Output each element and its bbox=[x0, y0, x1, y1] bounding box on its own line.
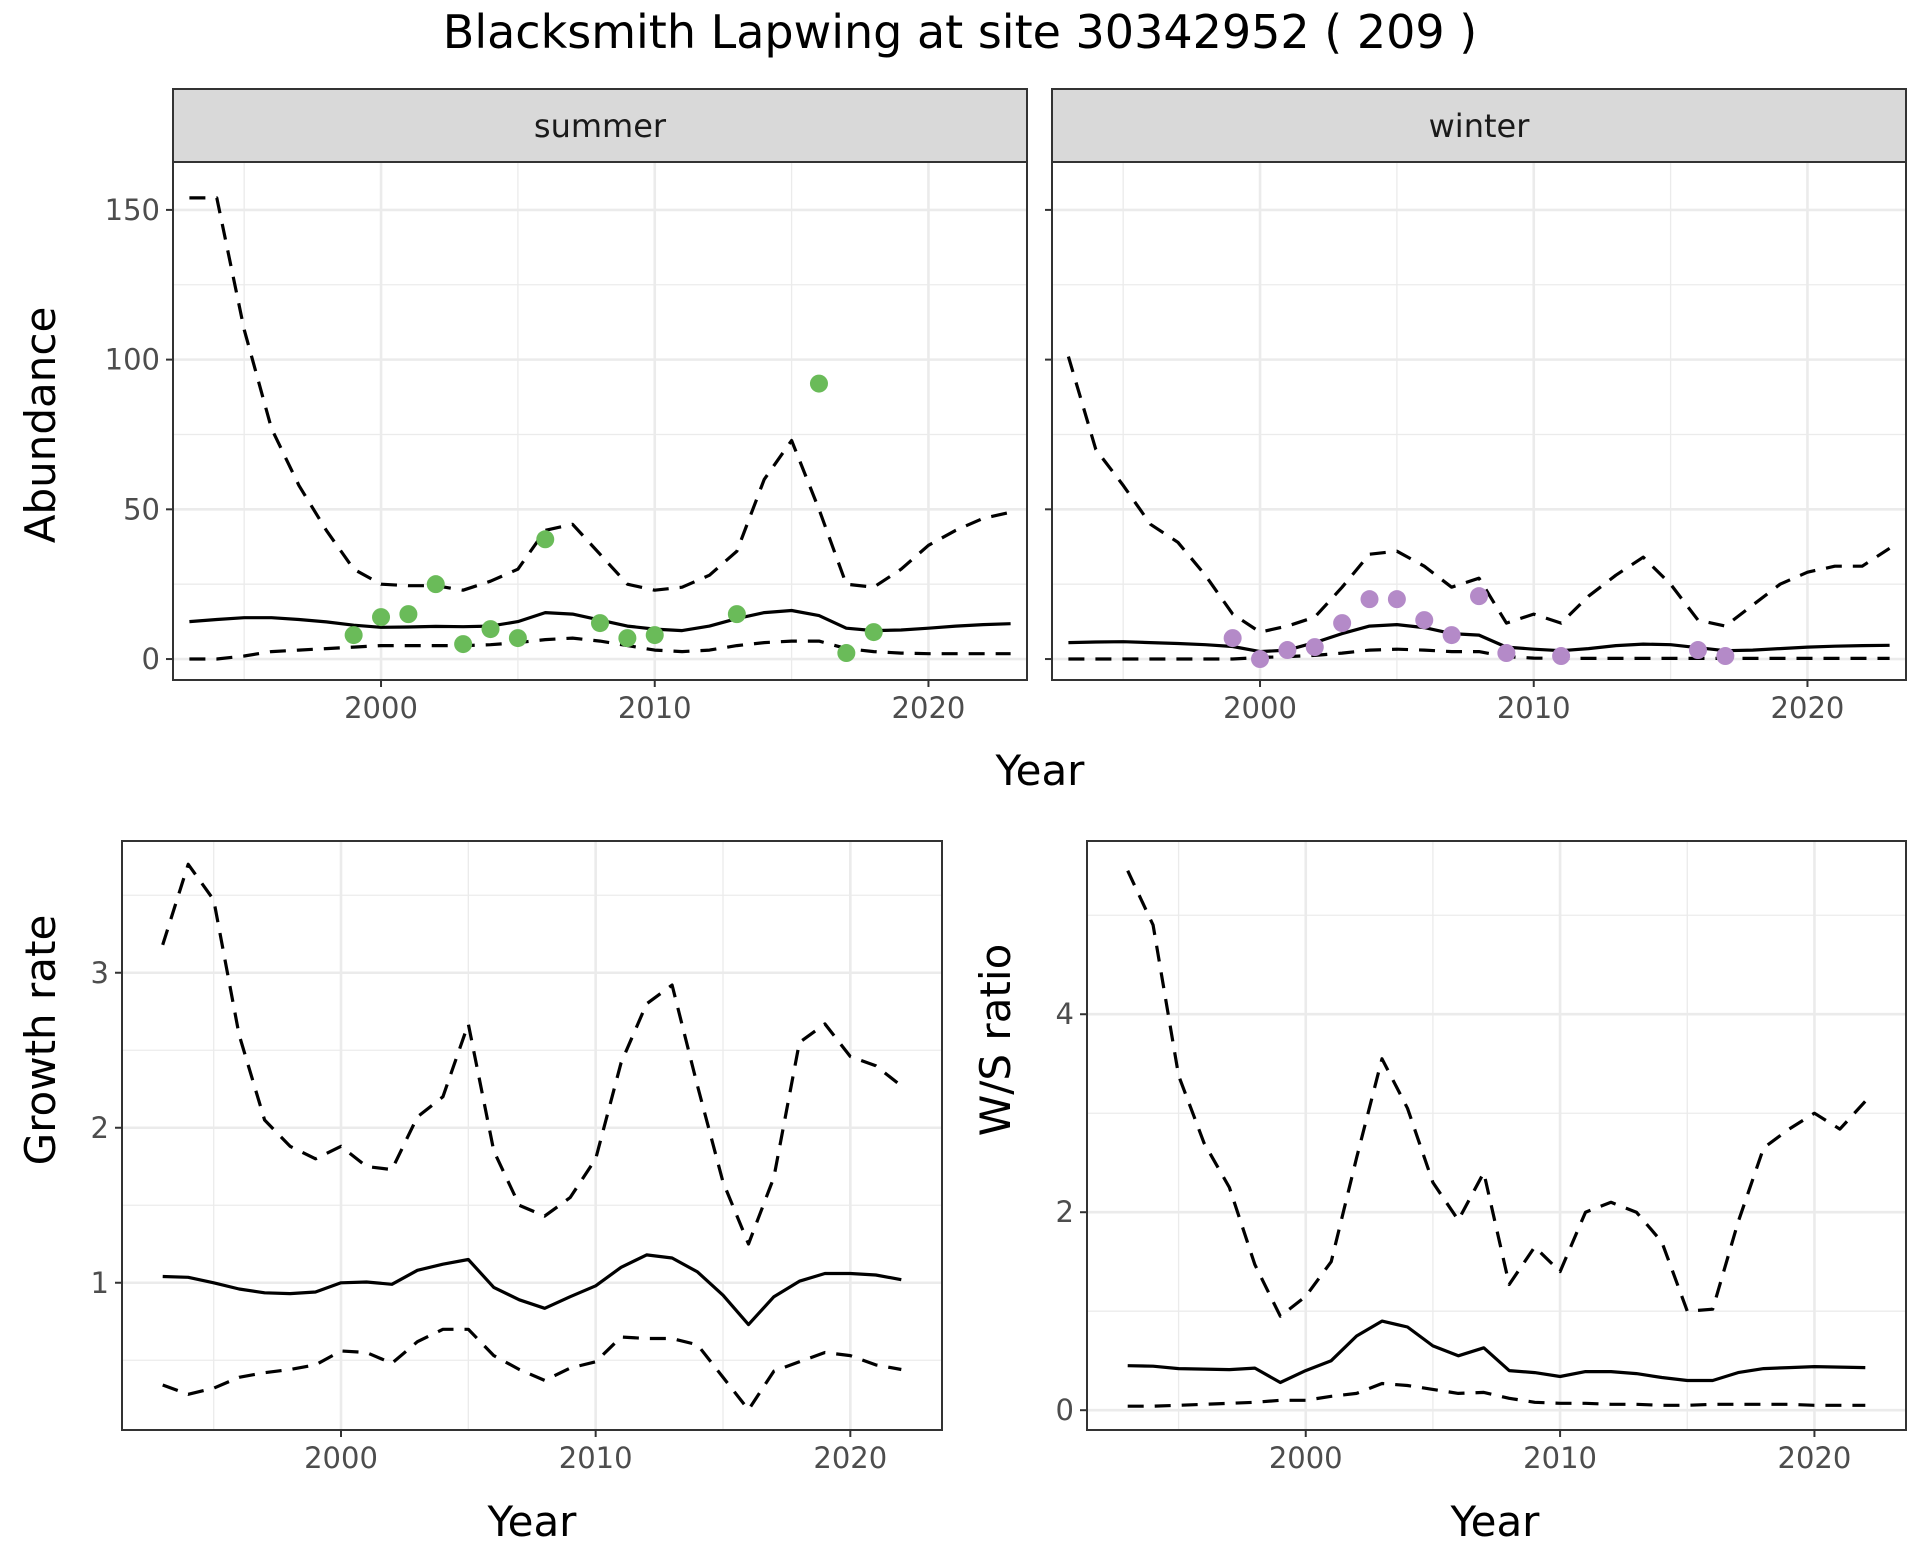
observed-point bbox=[536, 530, 555, 549]
x-tick-label: 2020 bbox=[1778, 1441, 1852, 1475]
observed-point bbox=[426, 575, 445, 594]
lower-bound-line bbox=[189, 636, 1011, 661]
y-tick-label: 3 bbox=[91, 956, 109, 990]
x-tick-label: 2010 bbox=[1523, 1441, 1597, 1475]
observed-point bbox=[1552, 647, 1571, 666]
upper-bound-line bbox=[189, 196, 1011, 592]
abundance-y-axis-title: Abundance bbox=[16, 307, 65, 544]
x-tick-label: 2010 bbox=[618, 691, 692, 725]
observed-point bbox=[1305, 638, 1324, 657]
summer-plot-area: 2000 2010 2020 0 50 100 150 bbox=[105, 161, 1028, 725]
panel-border bbox=[172, 161, 1028, 681]
abundance-x-axis-title: Year bbox=[995, 746, 1086, 795]
panel-background bbox=[173, 162, 1027, 680]
x-tick-label: 2020 bbox=[813, 1441, 887, 1475]
x-tick-label: 2020 bbox=[892, 691, 966, 725]
lower-bound-line bbox=[162, 1327, 902, 1412]
observed-point bbox=[727, 605, 746, 624]
winter-panel: winter 2000 2010 2020 bbox=[1045, 88, 1907, 725]
observed-point bbox=[1333, 614, 1352, 633]
winter-strip bbox=[1051, 88, 1907, 163]
y-tick-label: 2 bbox=[91, 1111, 109, 1145]
observed-point bbox=[1387, 590, 1406, 609]
observed-point bbox=[1716, 647, 1735, 666]
lower-bound-line bbox=[1127, 1381, 1866, 1408]
x-tick-label: 2020 bbox=[1771, 691, 1845, 725]
y-tick-label: 4 bbox=[1056, 997, 1074, 1031]
ratio-y-axis-title: W/S ratio bbox=[971, 944, 1020, 1137]
observed-point bbox=[809, 374, 828, 393]
y-tick-label: 150 bbox=[105, 193, 160, 227]
observed-point bbox=[454, 635, 473, 654]
observed-point bbox=[481, 620, 500, 639]
summer-strip bbox=[172, 88, 1028, 163]
observed-point bbox=[618, 629, 637, 648]
observed-point bbox=[1442, 626, 1461, 645]
observed-point bbox=[344, 626, 363, 645]
observed-point bbox=[864, 623, 883, 642]
y-tick-label: 0 bbox=[1056, 1393, 1074, 1427]
observed-point bbox=[645, 626, 664, 645]
summer-strip-label: summer bbox=[534, 107, 667, 145]
estimate-line bbox=[1068, 622, 1890, 654]
observed-point bbox=[1470, 587, 1488, 606]
winter-strip-label: winter bbox=[1429, 107, 1531, 145]
observed-point bbox=[508, 629, 527, 648]
observed-point bbox=[1223, 629, 1242, 648]
growth-x-axis-title: Year bbox=[487, 1497, 578, 1546]
observed-point bbox=[1415, 611, 1434, 630]
observed-point bbox=[1360, 590, 1379, 609]
ratio-x-axis-title: Year bbox=[1450, 1497, 1541, 1546]
y-tick-label: 2 bbox=[1056, 1195, 1074, 1229]
panel-border bbox=[1051, 161, 1907, 681]
y-tick-label: 0 bbox=[142, 642, 160, 676]
figure-title: Blacksmith Lapwing at site 30342952 ( 20… bbox=[443, 5, 1477, 59]
lower-bound-line bbox=[1068, 647, 1890, 661]
y-tick-label: 50 bbox=[123, 492, 160, 526]
upper-bound-line bbox=[1126, 870, 1867, 1318]
observed-point bbox=[1251, 650, 1270, 669]
growth-y-axis-title: Growth rate bbox=[16, 915, 65, 1166]
growth-rate-plot-area: 2000 2010 2020 1 2 3 bbox=[91, 840, 943, 1475]
x-tick-label: 2000 bbox=[304, 1441, 378, 1475]
upper-bound-line bbox=[161, 862, 903, 1246]
panel-background bbox=[1087, 841, 1906, 1430]
y-tick-label: 100 bbox=[105, 343, 160, 377]
estimate-line bbox=[162, 1253, 902, 1327]
panel-background bbox=[122, 841, 942, 1430]
summer-panel: summer 2000 2010 2020 0 50 100 150 bbox=[105, 88, 1028, 725]
observed-point bbox=[591, 614, 609, 633]
panel-border bbox=[121, 840, 943, 1431]
upper-bound-line bbox=[1066, 356, 1891, 634]
observed-point bbox=[399, 605, 418, 624]
y-tick-label: 1 bbox=[91, 1266, 109, 1300]
x-tick-label: 2010 bbox=[1497, 691, 1571, 725]
observed-point bbox=[1497, 644, 1516, 663]
observed-point bbox=[372, 608, 391, 627]
panel-border bbox=[1086, 840, 1907, 1431]
observed-point bbox=[1688, 641, 1707, 660]
observed-point bbox=[1278, 641, 1297, 660]
x-tick-label: 2000 bbox=[1223, 691, 1297, 725]
winter-plot-area: 2000 2010 2020 bbox=[1045, 161, 1907, 725]
estimate-line bbox=[1127, 1319, 1866, 1385]
x-tick-label: 2000 bbox=[1269, 1441, 1343, 1475]
observed-point bbox=[837, 644, 856, 663]
x-tick-label: 2010 bbox=[559, 1441, 633, 1475]
ws-ratio-plot-area: 2000 2010 2020 0 2 4 bbox=[1056, 840, 1907, 1475]
x-tick-label: 2000 bbox=[344, 691, 418, 725]
